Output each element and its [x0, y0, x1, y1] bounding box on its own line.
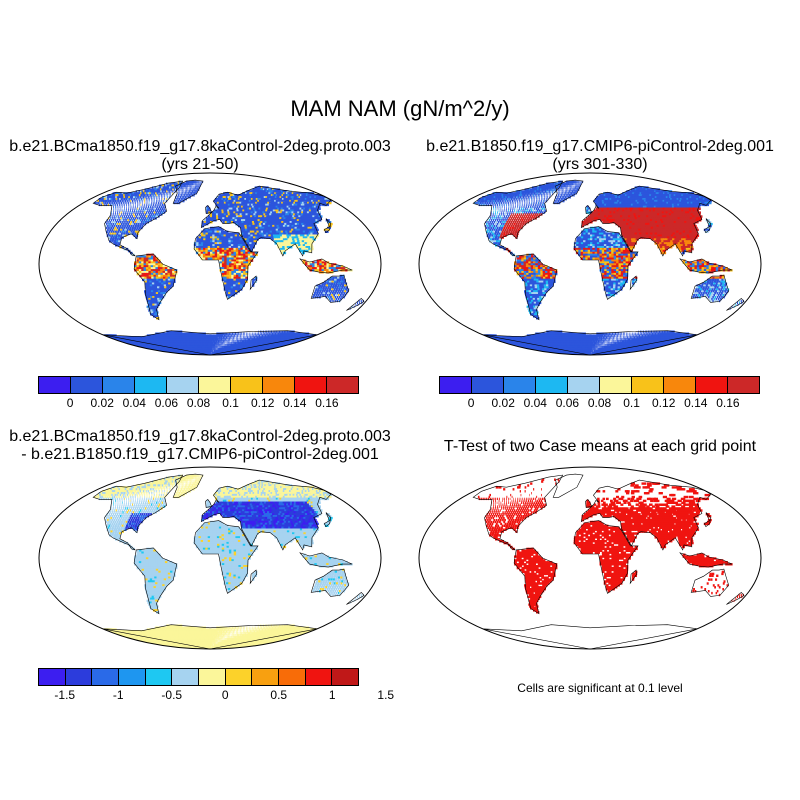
colorbar-cell: [472, 377, 504, 393]
colorbar-tick-label: 0: [66, 396, 74, 410]
colorbar-cell: [199, 669, 226, 685]
panel-title-ttest-main: T-Test of two Case means at each grid po…: [443, 438, 757, 455]
colorbar-cell: [504, 377, 536, 393]
colorbar-tick-label: 0: [221, 688, 229, 702]
map-border: [38, 466, 382, 650]
grid-cells: [94, 474, 364, 649]
main-title: MAM NAM (gN/m^2/y): [290, 96, 510, 121]
panel-title-ttest: T-Test of two Case means at each grid po…: [400, 438, 800, 456]
colorbar-tick-label: 0.02: [90, 396, 114, 410]
colorbar-cells: [38, 668, 359, 686]
map-case2: [418, 172, 762, 356]
colorbar-cell: [600, 377, 632, 393]
colorbar-cell: [65, 669, 93, 685]
colorbar-tick-label: 1.5: [377, 688, 395, 702]
colorbar-tick-label: -1: [112, 688, 124, 702]
colorbar-tick-label: 0.14: [684, 396, 708, 410]
colorbar-tick-label: 0.02: [491, 396, 515, 410]
colorbar-tick-label: 0.1: [623, 396, 640, 410]
grid-cells: [477, 478, 744, 614]
colorbar-cell: [632, 377, 664, 393]
colorbar-cells: [38, 376, 359, 394]
coastlines: [92, 179, 365, 355]
panel-title-case1: b.e21.BCma1850.f19_g17.8kaControl-2deg.p…: [0, 138, 400, 174]
colorbar-cell: [39, 669, 66, 685]
colorbar-cell: [295, 377, 327, 393]
colorbar-cell: [71, 377, 103, 393]
colorbar-cell: [664, 377, 696, 393]
colorbar-cell: [225, 669, 253, 685]
colorbar-case2: 0 0.02 0.04 0.06 0.08 0.1 0.12 0.14 0.16: [439, 376, 760, 410]
colorbar-cell: [252, 669, 280, 685]
map-border: [418, 466, 762, 650]
colorbar-tick-label: 0.5: [270, 688, 288, 702]
panel-title-diff-main: b.e21.BCma1850.f19_g17.8kaControl-2deg.p…: [9, 428, 391, 445]
coastlines: [472, 473, 745, 649]
coastlines: [92, 473, 365, 649]
colorbar-cell: [103, 377, 135, 393]
colorbar-tick-label: -0.5: [161, 688, 183, 702]
colorbar-cell: [568, 377, 600, 393]
colorbar-case1: 0 0.02 0.04 0.06 0.08 0.1 0.12 0.14 0.16: [38, 376, 359, 410]
colorbar-cell: [728, 377, 759, 393]
panel-title-case2: b.e21.B1850.f19_g17.CMIP6-piControl-2deg…: [400, 138, 800, 174]
panel-title-case1-years: (yrs 21-50): [161, 156, 239, 173]
colorbar-cell: [167, 377, 199, 393]
colorbar-cell: [199, 377, 231, 393]
colorbar-tick-label: 0.14: [283, 396, 307, 410]
panel-title-diff: b.e21.BCma1850.f19_g17.8kaControl-2deg.p…: [0, 428, 400, 464]
colorbar-cell: [172, 669, 200, 685]
colorbar-tick-label: 1: [328, 688, 336, 702]
colorbar-tick-label: 0.04: [523, 396, 547, 410]
map-border: [418, 172, 762, 356]
colorbar-tick-label: 0.04: [122, 396, 146, 410]
colorbar-cell: [536, 377, 568, 393]
colorbar-cell: [440, 377, 472, 393]
coastlines: [472, 179, 745, 355]
colorbar-cell: [332, 669, 359, 685]
grid-cells: [94, 180, 364, 355]
colorbar-tick-label: 0.06: [154, 396, 179, 410]
colorbar-tick-label: 0.16: [716, 396, 740, 410]
panel-title-case2-years: (yrs 301-330): [552, 156, 648, 173]
colorbar-tick-label: 0.06: [555, 396, 580, 410]
panel-title-diff-second: - b.e21.B1850.f19_g17.CMIP6-piControl-2d…: [21, 446, 379, 463]
panel-title-case1-main: b.e21.BCma1850.f19_g17.8kaControl-2deg.p…: [9, 138, 391, 155]
colorbar-cell: [279, 669, 306, 685]
colorbar-tick-label: 0.08: [587, 396, 612, 410]
colorbar-cell: [263, 377, 295, 393]
map-border: [38, 172, 382, 356]
colorbar-cell: [39, 377, 71, 393]
colorbar-tick-label: 0.12: [251, 396, 275, 410]
colorbar-cell: [92, 669, 120, 685]
colorbar-diff: -1.5 -1 -0.5 0 0.5 1 1.5: [38, 668, 394, 702]
colorbar-tick-label: 0.16: [315, 396, 339, 410]
significance-note: Cells are significant at 0.1 level: [517, 681, 683, 695]
colorbar-cell: [305, 669, 333, 685]
map-case1: [38, 172, 382, 356]
map-diff: [38, 466, 382, 650]
panel-title-case2-main: b.e21.B1850.f19_g17.CMIP6-piControl-2deg…: [426, 138, 774, 155]
colorbar-tick-label: 0: [467, 396, 475, 410]
colorbar-cell: [327, 377, 358, 393]
colorbar-cell: [231, 377, 263, 393]
colorbar-tick-label: 0.12: [652, 396, 676, 410]
colorbar-cell: [696, 377, 728, 393]
map-ttest: [418, 466, 762, 650]
colorbar-cell: [119, 669, 146, 685]
colorbar-cell: [145, 669, 173, 685]
colorbar-cells: [439, 376, 760, 394]
colorbar-tick-label: 0.08: [186, 396, 211, 410]
colorbar-tick-label: 0.1: [222, 396, 239, 410]
colorbar-tick-label: -1.5: [54, 688, 76, 702]
colorbar-cell: [135, 377, 167, 393]
